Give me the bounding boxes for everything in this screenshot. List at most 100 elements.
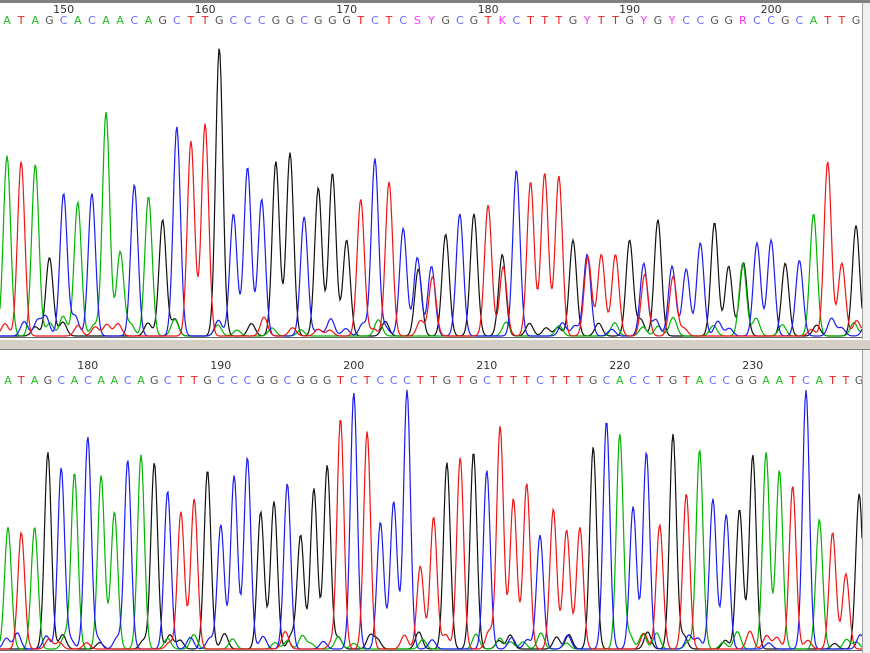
base-call[interactable]: T [187, 14, 195, 27]
base-call[interactable]: C [371, 14, 379, 27]
base-call[interactable]: C [300, 14, 308, 27]
base-call[interactable]: G [710, 14, 719, 27]
base-call[interactable]: T [190, 374, 198, 387]
base-call[interactable]: A [810, 14, 818, 27]
base-call[interactable]: G [669, 374, 678, 387]
base-call[interactable]: G [256, 374, 265, 387]
base-call[interactable]: C [767, 14, 775, 27]
base-call[interactable]: G [654, 14, 663, 27]
base-call[interactable]: G [342, 14, 351, 27]
base-call[interactable]: G [150, 374, 159, 387]
base-call[interactable]: A [145, 14, 153, 27]
base-call[interactable]: T [576, 374, 584, 387]
base-call[interactable]: T [611, 14, 619, 27]
base-call[interactable]: A [696, 374, 704, 387]
base-call[interactable]: T [416, 374, 424, 387]
base-call[interactable]: C [682, 14, 690, 27]
base-call[interactable]: T [363, 374, 371, 387]
base-call[interactable]: C [60, 14, 68, 27]
base-call[interactable]: G [749, 374, 758, 387]
base-call[interactable]: Y [639, 14, 647, 27]
base-call[interactable]: C [709, 374, 717, 387]
base-call[interactable]: C [513, 14, 521, 27]
base-call[interactable]: C [283, 374, 291, 387]
base-call[interactable]: K [499, 14, 507, 27]
base-call[interactable]: T [655, 374, 663, 387]
base-call[interactable]: C [173, 14, 181, 27]
base-call[interactable]: C [88, 14, 96, 27]
base-call[interactable]: G [781, 14, 790, 27]
base-call[interactable]: T [554, 14, 562, 27]
base-call[interactable]: A [97, 374, 105, 387]
base-call[interactable]: C [643, 374, 651, 387]
base-call[interactable]: C [802, 374, 810, 387]
base-call[interactable]: T [484, 14, 492, 27]
base-call[interactable]: T [17, 374, 25, 387]
base-call[interactable]: A [616, 374, 624, 387]
base-call[interactable]: T [549, 374, 557, 387]
base-call[interactable]: Y [668, 14, 676, 27]
base-call[interactable]: T [540, 14, 548, 27]
base-call[interactable]: C [258, 14, 266, 27]
base-call[interactable]: A [111, 374, 119, 387]
base-call[interactable]: G [158, 14, 167, 27]
base-call[interactable]: C [230, 14, 238, 27]
top-panel-scroll-edge[interactable] [863, 3, 870, 339]
base-call[interactable]: G [44, 374, 53, 387]
base-call[interactable]: G [323, 374, 332, 387]
base-call[interactable]: A [3, 14, 11, 27]
base-call[interactable]: A [31, 374, 39, 387]
base-call[interactable]: G [735, 374, 744, 387]
base-call[interactable]: T [562, 374, 570, 387]
base-call[interactable]: G [625, 14, 634, 27]
base-call[interactable]: C [124, 374, 132, 387]
base-call[interactable]: T [356, 14, 364, 27]
base-call[interactable]: T [456, 374, 464, 387]
base-call[interactable]: R [739, 14, 747, 27]
base-call[interactable]: C [84, 374, 92, 387]
base-call[interactable]: A [4, 374, 12, 387]
base-call[interactable]: Y [583, 14, 591, 27]
base-call[interactable]: T [682, 374, 690, 387]
base-call[interactable]: T [429, 374, 437, 387]
base-call[interactable]: G [855, 374, 864, 387]
base-call[interactable]: C [456, 14, 464, 27]
base-call[interactable]: A [776, 374, 784, 387]
base-call[interactable]: A [816, 374, 824, 387]
base-call[interactable]: C [753, 14, 761, 27]
base-call[interactable]: G [45, 14, 54, 27]
base-call[interactable]: G [724, 14, 733, 27]
base-call[interactable]: G [272, 14, 281, 27]
base-call[interactable]: T [837, 14, 845, 27]
base-call[interactable]: G [469, 374, 478, 387]
base-call[interactable]: C [217, 374, 225, 387]
base-call[interactable]: T [842, 374, 850, 387]
base-call[interactable]: A [137, 374, 145, 387]
base-call[interactable]: G [569, 14, 578, 27]
base-call[interactable]: C [722, 374, 730, 387]
base-call[interactable]: S [414, 14, 421, 27]
base-call[interactable]: A [32, 14, 40, 27]
base-call[interactable]: C [350, 374, 358, 387]
base-call[interactable]: C [483, 374, 491, 387]
base-call[interactable]: G [314, 14, 323, 27]
base-call[interactable]: C [377, 374, 385, 387]
base-call[interactable]: A [116, 14, 124, 27]
base-call[interactable]: C [697, 14, 705, 27]
base-call[interactable]: Y [427, 14, 435, 27]
base-call[interactable]: C [57, 374, 65, 387]
base-call[interactable]: G [441, 14, 450, 27]
base-call[interactable]: A [74, 14, 82, 27]
base-call[interactable]: T [828, 374, 836, 387]
base-call[interactable]: A [762, 374, 770, 387]
base-call[interactable]: G [270, 374, 279, 387]
base-call[interactable]: C [603, 374, 611, 387]
base-call[interactable]: T [509, 374, 517, 387]
base-call[interactable]: G [286, 14, 295, 27]
base-call[interactable]: T [336, 374, 344, 387]
base-call[interactable]: G [215, 14, 224, 27]
base-call[interactable]: T [597, 14, 605, 27]
base-call[interactable]: T [17, 14, 25, 27]
base-call[interactable]: G [296, 374, 305, 387]
base-call[interactable]: T [201, 14, 209, 27]
